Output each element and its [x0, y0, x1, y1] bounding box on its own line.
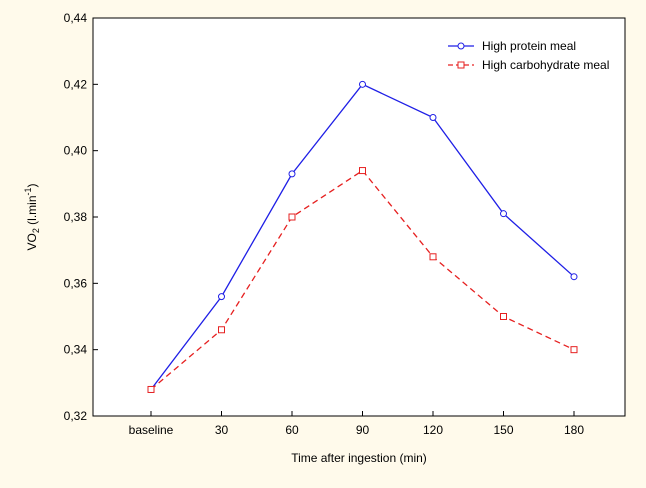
- y-tick-label: 0,40: [64, 144, 88, 158]
- data-point: [218, 293, 225, 301]
- series-layer: [147, 80, 578, 393]
- legend-label: High protein meal: [482, 39, 576, 53]
- y-axis-label-sup: -1: [23, 187, 33, 195]
- y-tick-label: 0,34: [64, 343, 88, 357]
- data-point: [500, 210, 507, 218]
- legend-marker: [457, 61, 465, 69]
- data-point: [429, 114, 437, 121]
- legend-marker: [457, 42, 465, 50]
- y-tick-label: 0,44: [64, 11, 88, 25]
- y-axis: 0,32 0,34 0,36 0,38 0,40 0,42 0,44: [64, 11, 98, 423]
- x-tick-label: 30: [215, 423, 229, 437]
- x-tick-label: baseline: [129, 423, 174, 437]
- x-tick-label: 120: [423, 423, 443, 437]
- y-axis-label-sub: 2: [31, 228, 41, 233]
- data-point: [359, 167, 366, 175]
- y-tick-label: 0,42: [64, 77, 88, 91]
- data-point: [429, 253, 437, 261]
- y-tick-label: 0,32: [64, 409, 88, 423]
- y-axis-label: VO2 (l.min-1): [23, 183, 41, 250]
- data-point: [570, 346, 578, 354]
- legend-label: High carbohydrate meal: [482, 58, 609, 72]
- data-point: [570, 273, 578, 281]
- x-tick-label: 150: [493, 423, 513, 437]
- data-point: [288, 213, 296, 221]
- legend: High protein meal High carbohydrate meal: [448, 39, 609, 72]
- y-axis-label-end: ): [25, 183, 39, 187]
- x-tick-label: 90: [356, 423, 370, 437]
- data-point: [500, 313, 507, 320]
- x-axis-label: Time after ingestion (min): [291, 451, 427, 465]
- x-tick-label: 180: [564, 423, 584, 437]
- y-tick-label: 0,36: [64, 276, 88, 290]
- x-tick-label: 60: [285, 423, 299, 437]
- y-axis-label-rest: (l.min: [25, 195, 39, 228]
- data-point: [147, 385, 155, 393]
- data-point: [359, 80, 366, 88]
- x-axis: baseline 30 60 90 120 150 180: [129, 411, 584, 437]
- data-point: [288, 170, 296, 178]
- y-tick-label: 0,38: [64, 210, 88, 224]
- plot-area: [92, 17, 626, 417]
- y-axis-label-base: VO: [25, 233, 39, 250]
- data-point: [218, 326, 225, 334]
